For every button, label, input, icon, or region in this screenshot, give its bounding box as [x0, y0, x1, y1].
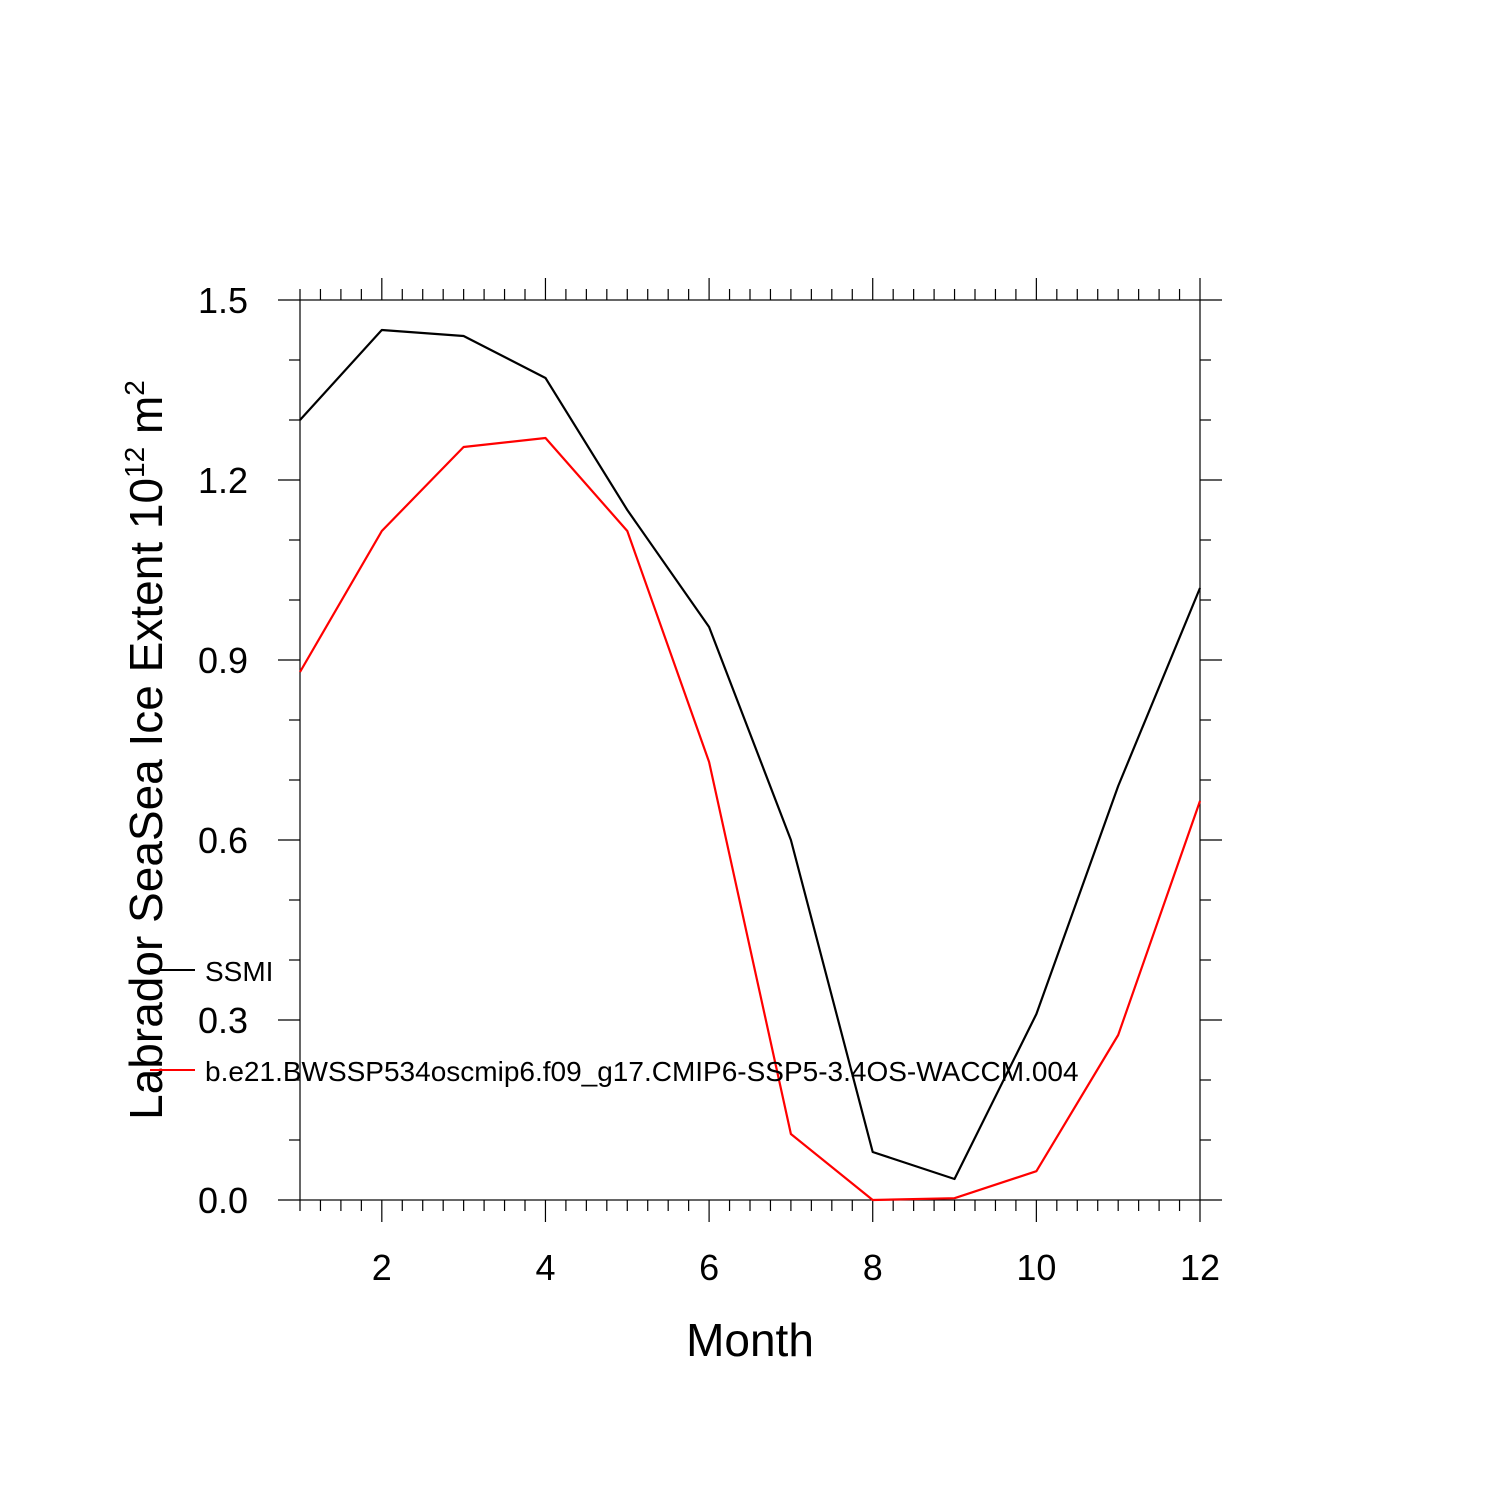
x-tick-label: 8	[863, 1247, 883, 1288]
series-line-waccm	[299, 436, 1202, 1202]
legend-label-waccm: b.e21.BWSSP534oscmip6.f09_g17.CMIP6-SSP5…	[205, 1056, 1079, 1087]
legend: SSMI b.e21.BWSSP534oscmip6.f09_g17.CMIP6…	[150, 956, 1079, 1087]
axis-ticks	[278, 278, 1222, 1222]
y-tick-label: 0.6	[198, 820, 248, 861]
y-tick-label: 0.9	[198, 640, 248, 681]
x-tick-label: 4	[535, 1247, 555, 1288]
tick-labels: 2 4 6 8 10 12 0.0 0.3 0.6 0.9 1.2 1.5	[198, 280, 1220, 1288]
y-tick-label: 1.2	[198, 460, 248, 501]
x-tick-label: 12	[1180, 1247, 1220, 1288]
x-tick-label: 10	[1016, 1247, 1056, 1288]
x-tick-label: 6	[699, 1247, 719, 1288]
y-tick-label: 1.5	[198, 280, 248, 321]
x-axis-label: Month	[686, 1314, 814, 1366]
series-lines	[299, 328, 1202, 1202]
y-axis-label-unit-exponent: 2	[119, 380, 150, 396]
series-line-ssmi	[299, 328, 1202, 1181]
y-tick-label: 0.3	[198, 1000, 248, 1041]
y-tick-label: 0.0	[198, 1180, 248, 1221]
x-tick-label: 2	[372, 1247, 392, 1288]
y-axis-label-main: Labrador SeaSea Ice Extent 10	[120, 478, 172, 1120]
y-axis-label-exponent: 12	[119, 447, 150, 478]
legend-label-ssmi: SSMI	[205, 956, 273, 987]
y-axis-label: Labrador SeaSea Ice Extent 1012 m2	[119, 380, 172, 1120]
y-axis-label-unit: m	[120, 396, 172, 447]
